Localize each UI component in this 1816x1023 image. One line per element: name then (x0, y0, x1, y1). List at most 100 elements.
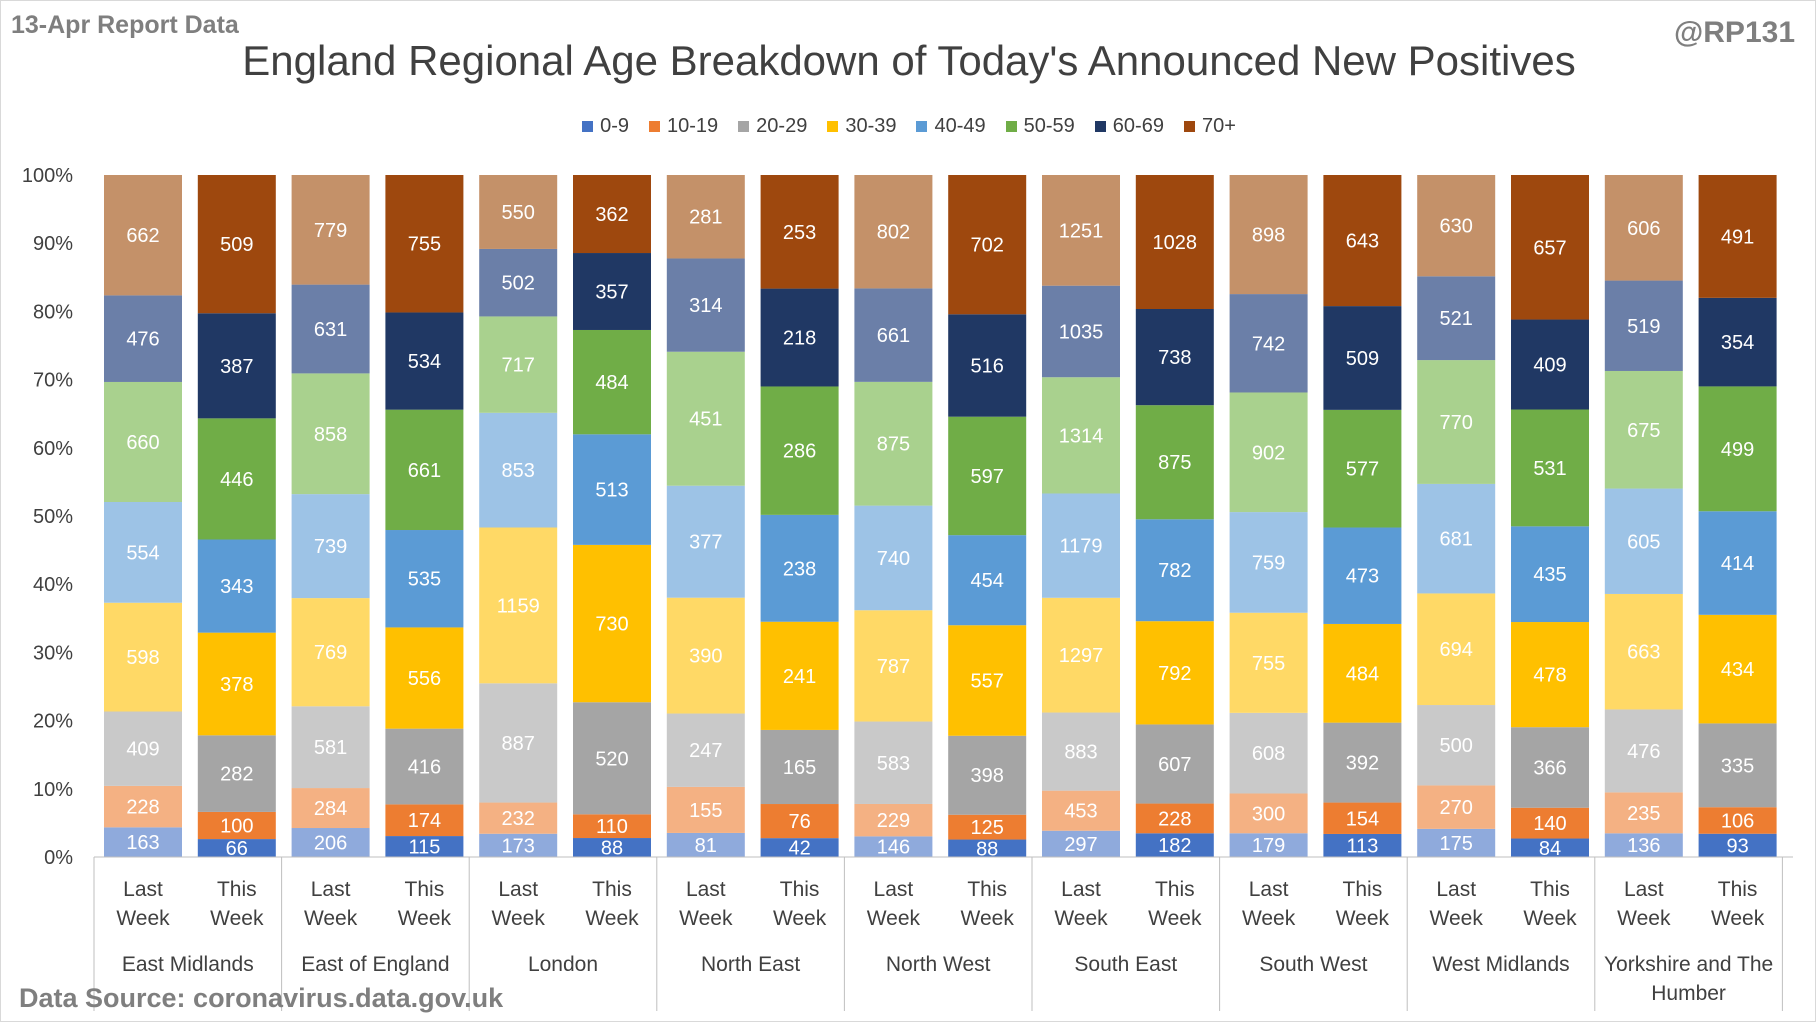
bar-segment (1417, 828, 1496, 857)
data-label: 453 (1064, 801, 1097, 823)
bar-segment (479, 316, 558, 413)
bar-segment (1323, 833, 1402, 857)
bar-segment (197, 811, 276, 840)
data-label: 297 (1064, 834, 1097, 856)
region-label: East of England (301, 953, 449, 976)
data-label: 76 (788, 811, 810, 833)
y-tick-label: 30% (33, 642, 73, 664)
bar-segment (1229, 175, 1308, 295)
data-label: 473 (1346, 566, 1379, 588)
bar-segment (104, 827, 182, 857)
bar-segment (854, 288, 933, 382)
data-label: 100 (220, 815, 253, 837)
bar-category-label: Last (1061, 878, 1101, 901)
data-label: 557 (971, 670, 1004, 692)
bar-category-label: Week (1711, 907, 1765, 930)
data-label: 755 (1252, 653, 1285, 675)
region-label: North West (886, 953, 991, 976)
data-label: 113 (1346, 835, 1378, 857)
data-label: 631 (314, 319, 347, 341)
y-tick-label: 90% (33, 233, 73, 255)
data-label: 500 (1440, 735, 1473, 757)
data-label: 581 (314, 737, 347, 759)
bar-segment (1323, 409, 1402, 528)
bar-segment (760, 175, 839, 289)
chart-title: England Regional Age Breakdown of Today'… (242, 37, 1576, 84)
bar-segment (1229, 712, 1308, 794)
data-label: 531 (1533, 458, 1566, 480)
data-label: 1035 (1059, 321, 1104, 343)
bar-segment (573, 814, 651, 839)
data-label: 787 (877, 656, 910, 678)
data-label: 434 (1721, 659, 1754, 681)
bar-category-label: This (1530, 878, 1570, 901)
data-label: 779 (314, 220, 347, 242)
data-label: 484 (595, 372, 628, 394)
region-label: Yorkshire and The (1604, 953, 1773, 976)
data-label: 241 (783, 666, 816, 688)
bar-segment (1417, 483, 1496, 594)
bar-category-label: Week (492, 907, 546, 930)
bar-segment (197, 175, 276, 314)
bar-category-label: Week (773, 907, 827, 930)
data-label: 93 (1726, 835, 1748, 857)
bar-segment (291, 284, 370, 374)
data-label: 717 (502, 355, 535, 377)
data-label: 357 (595, 282, 628, 304)
bar-segment (1698, 833, 1777, 857)
data-label: 875 (877, 434, 910, 456)
bar-segment (1698, 723, 1777, 808)
data-label: 898 (1252, 225, 1285, 247)
bar-category-label: Last (874, 878, 914, 901)
data-label: 770 (1440, 412, 1473, 434)
legend-swatch (1005, 121, 1017, 132)
bar-segment (104, 501, 182, 603)
data-label: 661 (408, 460, 441, 482)
bar-category-label: This (967, 878, 1007, 901)
y-tick-label: 70% (33, 370, 73, 392)
bar-segment (1042, 493, 1120, 598)
bar-segment (666, 713, 745, 787)
data-label: 409 (126, 739, 159, 761)
bar-segment (760, 804, 839, 839)
bar-segment (948, 314, 1027, 417)
bar-segment (1698, 175, 1777, 298)
bar-segment (1417, 705, 1496, 786)
data-label: 286 (783, 441, 816, 463)
data-label: 630 (1440, 216, 1473, 238)
bar-category-label: This (1718, 878, 1758, 901)
data-label: 175 (1440, 833, 1473, 855)
bar-segment (385, 804, 464, 837)
data-label: 519 (1627, 316, 1660, 338)
data-label: 392 (1346, 753, 1379, 775)
bar-segment (385, 409, 464, 531)
data-label: 155 (689, 800, 722, 822)
y-tick-label: 80% (33, 301, 73, 323)
data-label: 136 (1627, 835, 1660, 857)
y-tick-label: 20% (33, 711, 73, 733)
bar-segment (666, 786, 745, 833)
bar-segment (1323, 623, 1402, 723)
bar-segment (854, 610, 933, 722)
bar-category-label: Week (304, 907, 358, 930)
data-label: 516 (971, 355, 1004, 377)
region-label: South East (1074, 953, 1177, 976)
data-label: 605 (1627, 531, 1660, 553)
bar-segment (1229, 833, 1308, 857)
bar-segment (1229, 294, 1308, 393)
bar-segment (1417, 593, 1496, 706)
bar-segment (1135, 175, 1214, 310)
data-label: 598 (126, 647, 159, 669)
bar-segment (1511, 175, 1589, 320)
data-label: 387 (220, 356, 253, 378)
data-label: 887 (502, 733, 535, 755)
region-label: South West (1259, 953, 1367, 976)
bar-segment (291, 706, 370, 789)
bar-segment (1698, 614, 1777, 724)
bar-segment (760, 514, 839, 622)
bar-segment (573, 544, 651, 703)
data-label: 643 (1346, 231, 1379, 253)
bar-segment (1042, 377, 1120, 494)
data-label: 740 (877, 548, 910, 570)
